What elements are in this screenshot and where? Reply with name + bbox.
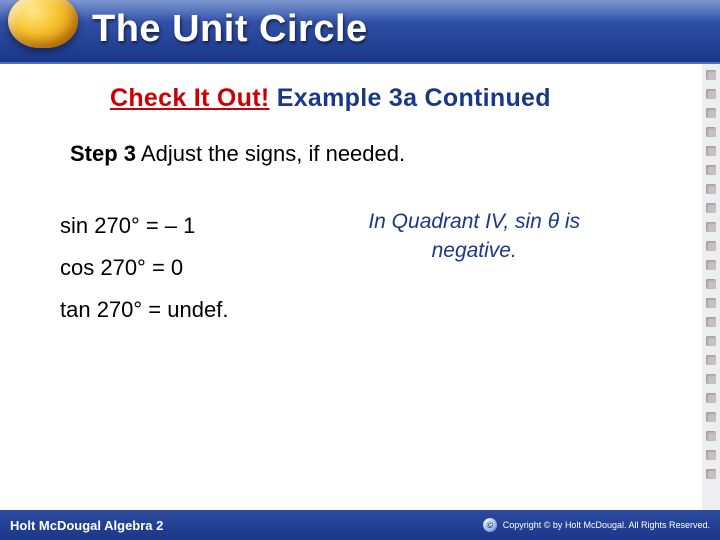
punch-hole xyxy=(706,412,716,422)
equation-1: sin 270° = – 1 xyxy=(60,205,228,247)
punch-hole xyxy=(706,241,716,251)
step-label: Step 3 xyxy=(70,141,136,166)
subheader-blue: Example 3a Continued xyxy=(277,84,551,112)
punch-hole xyxy=(706,317,716,327)
equation-3: tan 270° = undef. xyxy=(60,289,228,331)
punch-hole xyxy=(706,184,716,194)
note-line-2: negative. xyxy=(288,236,660,265)
punch-hole xyxy=(706,70,716,80)
punch-hole xyxy=(706,336,716,346)
step-text: Adjust the signs, if needed. xyxy=(136,141,405,166)
equation-2: cos 270° = 0 xyxy=(60,247,228,289)
punch-hole xyxy=(706,203,716,213)
subheader: Check It Out! Example 3a Continued xyxy=(110,84,720,113)
punch-hole xyxy=(706,450,716,460)
punch-hole xyxy=(706,374,716,384)
copyright-badge-icon: © xyxy=(483,518,497,532)
note-line-1: In Quadrant IV, sin θ is xyxy=(288,207,660,236)
punch-hole xyxy=(706,89,716,99)
columns: sin 270° = – 1 cos 270° = 0 tan 270° = u… xyxy=(70,205,660,330)
punch-hole xyxy=(706,298,716,308)
punch-hole xyxy=(706,108,716,118)
step-line: Step 3 Adjust the signs, if needed. xyxy=(70,141,660,167)
subheader-red: Check It Out! xyxy=(110,84,269,112)
page-title: The Unit Circle xyxy=(92,8,368,51)
punch-hole xyxy=(706,279,716,289)
punch-hole xyxy=(706,146,716,156)
footer-right: © Copyright © by Holt McDougal. All Righ… xyxy=(483,518,710,532)
punch-hole xyxy=(706,431,716,441)
footer-bar: Holt McDougal Algebra 2 © Copyright © by… xyxy=(0,510,720,540)
footer-left: Holt McDougal Algebra 2 xyxy=(10,518,163,533)
punch-hole xyxy=(706,165,716,175)
footer-copyright: Copyright © by Holt McDougal. All Rights… xyxy=(503,520,710,530)
punch-hole xyxy=(706,393,716,403)
note-column: In Quadrant IV, sin θ is negative. xyxy=(288,207,660,266)
punch-hole xyxy=(706,222,716,232)
punch-hole xyxy=(706,260,716,270)
logo-sphere-icon xyxy=(8,0,78,48)
header-bar: The Unit Circle xyxy=(0,0,720,64)
punch-hole xyxy=(706,469,716,479)
punch-hole xyxy=(706,127,716,137)
equations-column: sin 270° = – 1 cos 270° = 0 tan 270° = u… xyxy=(60,205,228,330)
punch-strip xyxy=(702,64,720,510)
punch-hole xyxy=(706,355,716,365)
content: Step 3 Adjust the signs, if needed. sin … xyxy=(70,141,660,330)
